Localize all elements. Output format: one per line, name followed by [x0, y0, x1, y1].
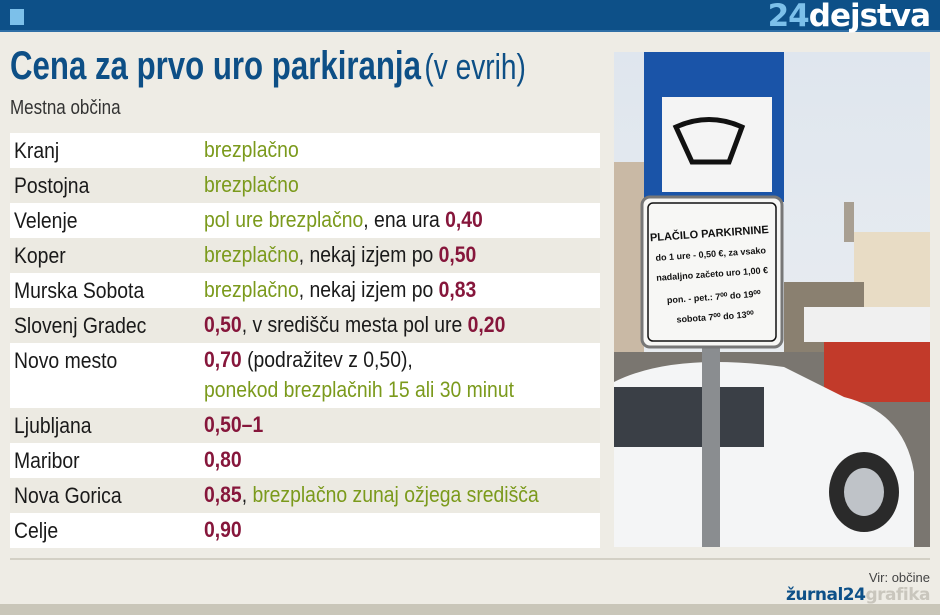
- zurnal24-logo: žurnal24grafika: [786, 585, 930, 605]
- free-note: ponekod brezplačnih 15 ali 30 minut: [204, 377, 514, 402]
- brand-logo: 24dejstva: [767, 0, 931, 34]
- free-note: brezplačno: [204, 242, 299, 267]
- city-name: Maribor: [14, 448, 80, 473]
- price-value: brezplačno: [204, 135, 299, 165]
- table-row: Koper brezplačno, nekaj izjem po 0,50: [10, 238, 600, 273]
- price-amount: 0,20: [467, 312, 506, 337]
- note-text: , v središču mesta pol ure: [241, 312, 468, 337]
- note-text: , nekaj izjem po: [298, 277, 439, 302]
- price-amount: 0,80: [204, 447, 242, 472]
- price-value: 0,85, brezplačno zunaj ožjega središča: [204, 480, 539, 510]
- table-row: Kranj brezplačno: [10, 133, 600, 168]
- city-name: Celje: [14, 518, 59, 543]
- city-name: Nova Gorica: [14, 483, 122, 508]
- price-value: pol ure brezplačno, ena ura 0,40: [204, 205, 483, 235]
- page-title: Cena za prvo uro parkiranja (v evrih): [10, 44, 526, 88]
- price-value: brezplačno, nekaj izjem po 0,50: [204, 240, 476, 270]
- price-table: Kranj brezplačno Postojna brezplačno Velenje…: [10, 133, 600, 548]
- note-text: ,: [241, 482, 253, 507]
- price-amount: 0,85: [204, 482, 242, 507]
- footer-divider: [10, 558, 930, 560]
- city-name: Novo mesto: [14, 348, 118, 373]
- table-row: Novo mesto 0,70 (podražitev z 0,50), ponek…: [10, 343, 600, 408]
- price-value: 0,50, v središču mesta pol ure 0,20: [204, 310, 505, 340]
- city-name: Kranj: [14, 138, 60, 163]
- table-row: Maribor 0,80: [10, 443, 600, 478]
- source-note: Vir: občine: [868, 570, 930, 585]
- price-value: 0,80: [204, 445, 242, 475]
- price-value: 0,50–1: [204, 410, 263, 440]
- table-row: Slovenj Gradec 0,50, v središču mesta pol…: [10, 308, 600, 343]
- header-square-icon: [10, 9, 24, 25]
- table-row: Ljubljana 0,50–1: [10, 408, 600, 443]
- header-bar: 24dejstva: [0, 0, 940, 34]
- price-amount: 0,50–1: [204, 412, 264, 437]
- city-name: Postojna: [14, 173, 90, 198]
- price-value: 0,70 (podražitev z 0,50), ponekod brezpla…: [204, 345, 514, 405]
- free-note: brezplačno: [204, 137, 299, 162]
- price-amount: 0,50: [204, 312, 242, 337]
- free-note: brezplačno: [204, 172, 299, 197]
- city-name: Velenje: [14, 208, 78, 233]
- bottom-band: [0, 604, 940, 615]
- price-amount: 0,83: [438, 277, 477, 302]
- table-row: Velenje pol ure brezplačno, ena ura 0,40: [10, 203, 600, 238]
- price-value: brezplačno, nekaj izjem po 0,83: [204, 275, 476, 305]
- note-text: , ena ura: [363, 207, 446, 232]
- column-header-municipality: Mestna občina: [10, 97, 121, 119]
- note-text: , nekaj izjem po: [298, 242, 439, 267]
- free-note: pol ure brezplačno: [204, 207, 364, 232]
- table-row: Celje 0,90: [10, 513, 600, 548]
- table-row: Nova Gorica 0,85, brezplačno zunaj ožjega…: [10, 478, 600, 513]
- note-text: (podražitev z 0,50),: [241, 347, 413, 372]
- price-value: brezplačno: [204, 170, 299, 200]
- table-row: Murska Sobota brezplačno, nekaj izjem po …: [10, 273, 600, 308]
- free-note: brezplačno: [204, 277, 299, 302]
- city-name: Ljubljana: [14, 413, 92, 438]
- free-note: brezplačno zunaj ožjega središča: [252, 482, 539, 507]
- price-amount: 0,90: [204, 517, 242, 542]
- price-value: 0,90: [204, 515, 242, 545]
- price-amount: 0,50: [438, 242, 477, 267]
- city-name: Koper: [14, 243, 66, 268]
- table-row: Postojna brezplačno: [10, 168, 600, 203]
- city-name: Murska Sobota: [14, 278, 145, 303]
- price-amount: 0,40: [445, 207, 483, 232]
- price-amount: 0,70: [204, 347, 242, 372]
- parking-sign-photo: PLAČILO PARKIRNINE do 1 ure - 0,50 €, za…: [614, 52, 930, 547]
- city-name: Slovenj Gradec: [14, 313, 147, 338]
